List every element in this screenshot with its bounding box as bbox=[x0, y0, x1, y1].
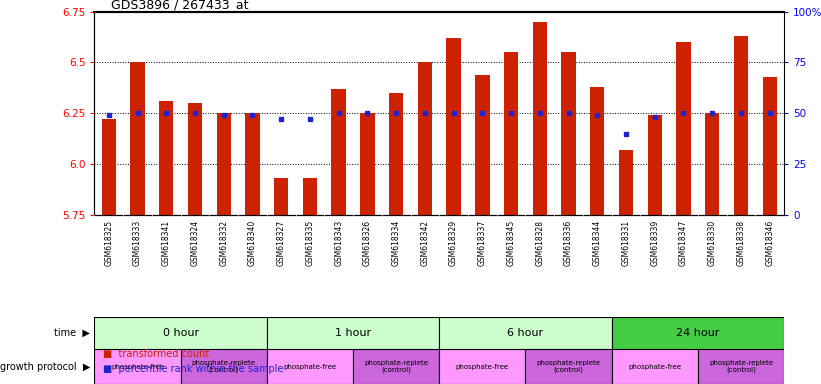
Text: phosphate-free: phosphate-free bbox=[456, 364, 509, 370]
Bar bbox=[562, 52, 576, 215]
Text: GSM618334: GSM618334 bbox=[392, 220, 401, 266]
Bar bbox=[439, 349, 525, 384]
Bar bbox=[698, 349, 784, 384]
Text: GSM618343: GSM618343 bbox=[334, 220, 343, 266]
Bar bbox=[648, 115, 662, 215]
Bar bbox=[677, 42, 690, 215]
Bar bbox=[217, 113, 231, 215]
Text: phosphate-replete
(control): phosphate-replete (control) bbox=[537, 360, 600, 374]
Bar bbox=[619, 150, 633, 215]
Text: phosphate-replete
(control): phosphate-replete (control) bbox=[709, 360, 773, 374]
Text: phosphate-replete
(control): phosphate-replete (control) bbox=[365, 360, 428, 374]
Text: phosphate-free: phosphate-free bbox=[283, 364, 337, 370]
Bar bbox=[705, 113, 719, 215]
Bar bbox=[245, 113, 259, 215]
Text: 0 hour: 0 hour bbox=[163, 328, 199, 338]
Text: GSM618330: GSM618330 bbox=[708, 220, 717, 266]
Text: phosphate-free: phosphate-free bbox=[111, 364, 164, 370]
Text: 6 hour: 6 hour bbox=[507, 328, 544, 338]
Bar bbox=[612, 349, 698, 384]
Text: GSM618340: GSM618340 bbox=[248, 220, 257, 266]
Text: ■  transformed count: ■ transformed count bbox=[103, 349, 209, 359]
Bar bbox=[533, 22, 547, 215]
Bar bbox=[94, 349, 181, 384]
Bar bbox=[94, 317, 267, 349]
Bar bbox=[332, 89, 346, 215]
Text: GSM618332: GSM618332 bbox=[219, 220, 228, 266]
Text: GSM618338: GSM618338 bbox=[736, 220, 745, 266]
Bar bbox=[267, 349, 353, 384]
Bar bbox=[159, 101, 173, 215]
Text: GSM618328: GSM618328 bbox=[535, 220, 544, 266]
Text: GSM618326: GSM618326 bbox=[363, 220, 372, 266]
Bar bbox=[267, 317, 439, 349]
Text: GSM618333: GSM618333 bbox=[133, 220, 142, 266]
Text: time  ▶: time ▶ bbox=[54, 328, 90, 338]
Text: GSM618336: GSM618336 bbox=[564, 220, 573, 266]
Text: GSM618337: GSM618337 bbox=[478, 220, 487, 266]
Bar bbox=[504, 52, 518, 215]
Text: GSM618342: GSM618342 bbox=[420, 220, 429, 266]
Text: GDS3896 / 267433_at: GDS3896 / 267433_at bbox=[111, 0, 248, 11]
Text: GSM618345: GSM618345 bbox=[507, 220, 516, 266]
Text: 24 hour: 24 hour bbox=[677, 328, 719, 338]
Bar bbox=[763, 77, 777, 215]
Text: ■  percentile rank within the sample: ■ percentile rank within the sample bbox=[103, 364, 283, 374]
Text: phosphate-free: phosphate-free bbox=[628, 364, 681, 370]
Text: GSM618346: GSM618346 bbox=[765, 220, 774, 266]
Bar bbox=[418, 62, 432, 215]
Bar bbox=[131, 62, 144, 215]
Bar bbox=[102, 119, 116, 215]
Bar bbox=[475, 74, 489, 215]
Bar bbox=[447, 38, 461, 215]
Text: growth protocol  ▶: growth protocol ▶ bbox=[0, 362, 90, 372]
Text: phosphate-replete
(control): phosphate-replete (control) bbox=[192, 360, 255, 374]
Text: GSM618347: GSM618347 bbox=[679, 220, 688, 266]
Text: GSM618327: GSM618327 bbox=[277, 220, 286, 266]
Text: GSM618331: GSM618331 bbox=[621, 220, 631, 266]
Bar bbox=[734, 36, 748, 215]
Bar bbox=[353, 349, 439, 384]
Text: GSM618329: GSM618329 bbox=[449, 220, 458, 266]
Text: GSM618341: GSM618341 bbox=[162, 220, 171, 266]
Bar bbox=[181, 349, 267, 384]
Text: GSM618344: GSM618344 bbox=[593, 220, 602, 266]
Text: GSM618324: GSM618324 bbox=[190, 220, 200, 266]
Bar bbox=[590, 87, 604, 215]
Bar bbox=[612, 317, 784, 349]
Text: GSM618325: GSM618325 bbox=[104, 220, 113, 266]
Text: 1 hour: 1 hour bbox=[335, 328, 371, 338]
Bar bbox=[188, 103, 202, 215]
Bar bbox=[303, 179, 317, 215]
Bar bbox=[525, 349, 612, 384]
Bar bbox=[360, 113, 374, 215]
Text: GSM618339: GSM618339 bbox=[650, 220, 659, 266]
Bar bbox=[274, 179, 288, 215]
Text: GSM618335: GSM618335 bbox=[305, 220, 314, 266]
Bar bbox=[439, 317, 612, 349]
Bar bbox=[389, 93, 403, 215]
